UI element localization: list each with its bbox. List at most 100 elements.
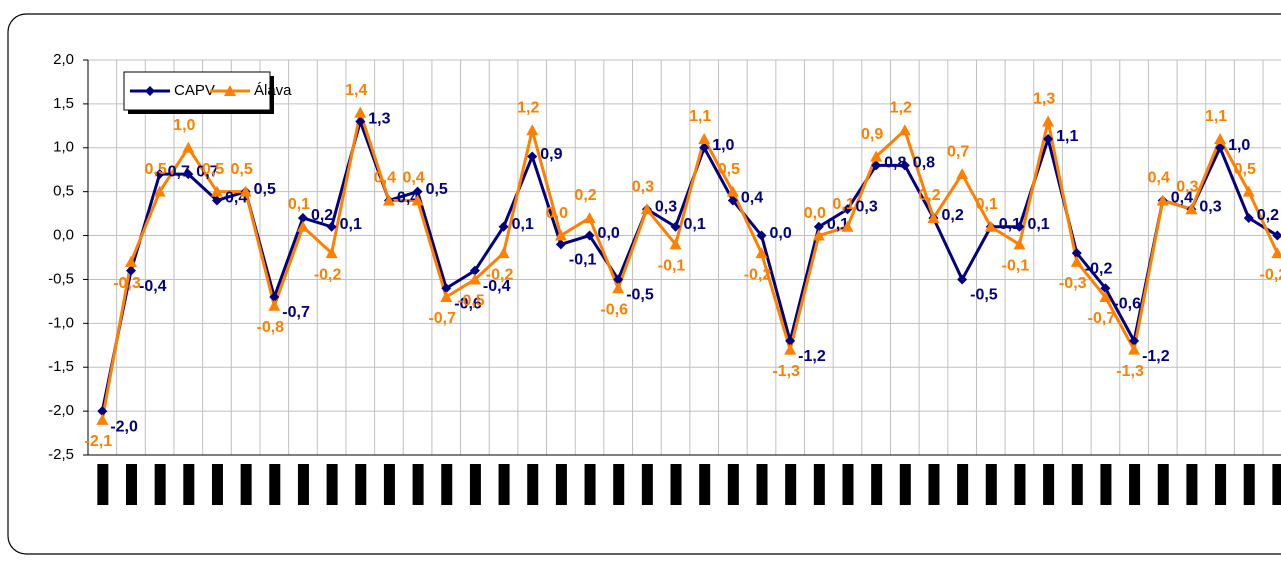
x-tick-label-block xyxy=(441,464,453,505)
marker xyxy=(755,247,768,259)
marker xyxy=(527,151,538,162)
marker xyxy=(412,186,423,197)
marker xyxy=(613,274,624,285)
value-label: 0,1 xyxy=(976,196,998,213)
value-label: 0,5 xyxy=(254,181,276,198)
marker xyxy=(1271,247,1281,259)
x-tick-label-block xyxy=(240,464,252,505)
marker xyxy=(1043,134,1054,144)
value-label: 1,2 xyxy=(517,99,539,116)
marker xyxy=(1070,255,1083,267)
x-tick-label-block xyxy=(555,464,567,505)
value-label: 0,1 xyxy=(512,216,534,233)
value-label: -0,4 xyxy=(139,278,167,295)
value-label: -1,3 xyxy=(772,363,800,380)
y-tick-label: 1,0 xyxy=(53,139,74,156)
marker xyxy=(211,195,222,206)
x-tick-label-block xyxy=(97,464,109,505)
value-label: 0,1 xyxy=(1027,216,1049,233)
x-tick-label-block xyxy=(383,464,395,505)
value-label: -0,4 xyxy=(483,278,511,295)
marker xyxy=(726,185,739,197)
x-tick-label-block xyxy=(727,464,739,505)
value-label: 1,3 xyxy=(1033,91,1055,108)
marker xyxy=(554,229,567,241)
marker xyxy=(440,291,453,302)
x-tick-label-block xyxy=(985,464,997,505)
value-label: 0,1 xyxy=(832,196,854,213)
value-label: 0,0 xyxy=(598,225,620,242)
value-label: -0,1 xyxy=(569,252,597,269)
marker xyxy=(1100,283,1111,294)
marker xyxy=(871,160,882,171)
marker xyxy=(899,160,910,171)
marker xyxy=(239,185,252,197)
x-tick-label-block xyxy=(297,464,309,505)
value-label: -0,7 xyxy=(282,304,310,321)
marker xyxy=(842,204,853,215)
marker xyxy=(96,413,109,425)
marker xyxy=(1243,213,1254,223)
x-tick-label-block xyxy=(584,464,596,505)
marker xyxy=(583,212,596,223)
value-label: 0,5 xyxy=(1234,161,1256,178)
value-label: -1,2 xyxy=(798,348,826,365)
value-label: 0,8 xyxy=(913,155,935,172)
x-tick-label-block xyxy=(1014,464,1026,505)
y-tick-label: 2,0 xyxy=(53,51,74,68)
marker xyxy=(784,343,797,355)
marker xyxy=(1099,291,1112,302)
marker xyxy=(355,116,366,127)
marker xyxy=(1071,248,1082,259)
value-label: 0,3 xyxy=(1199,198,1221,215)
x-tick-label-block xyxy=(785,464,797,505)
value-label: -0,6 xyxy=(600,301,628,318)
value-label: 1,4 xyxy=(345,82,367,99)
x-tick-label-block xyxy=(756,464,768,505)
marker xyxy=(468,273,481,285)
marker xyxy=(441,283,452,294)
x-tick-label-block xyxy=(641,464,653,505)
value-label: 0,1 xyxy=(999,216,1021,233)
value-label: -0,2 xyxy=(1085,260,1113,277)
marker xyxy=(1014,221,1025,232)
marker xyxy=(698,133,711,144)
marker xyxy=(326,221,337,232)
marker xyxy=(469,265,480,276)
value-label: 0,7 xyxy=(196,163,218,180)
value-label: 0,9 xyxy=(861,126,883,143)
marker xyxy=(296,220,309,232)
marker xyxy=(125,265,136,276)
marker xyxy=(699,142,710,153)
marker xyxy=(1215,142,1226,153)
x-tick-label-block xyxy=(1272,464,1281,505)
value-label: 0,2 xyxy=(574,187,596,204)
y-tick-label: -2,5 xyxy=(48,446,74,463)
marker xyxy=(584,230,595,241)
marker xyxy=(870,150,883,162)
value-label: -0,7 xyxy=(1088,310,1116,327)
value-label: -0,3 xyxy=(1059,275,1087,292)
value-label: 1,1 xyxy=(1056,128,1078,145)
x-tick-label-block xyxy=(183,464,195,505)
value-label: 1,0 xyxy=(1228,137,1250,154)
marker xyxy=(183,169,194,180)
marker xyxy=(1214,133,1227,144)
marker xyxy=(497,247,510,259)
y-tick-label: 0,0 xyxy=(53,227,74,244)
x-tick-label-block xyxy=(469,464,481,505)
value-label: -0,5 xyxy=(626,287,654,304)
value-label: 0,2 xyxy=(918,187,940,204)
value-label: 0,5 xyxy=(145,161,167,178)
y-tick-label: -0,5 xyxy=(48,270,74,287)
x-tick-label-block xyxy=(527,464,539,505)
x-tick-label-block xyxy=(125,464,137,505)
y-tick-label: -2,0 xyxy=(48,402,74,419)
value-label: 0,5 xyxy=(426,181,448,198)
x-tick-label-block xyxy=(670,464,682,505)
marker xyxy=(670,221,681,232)
marker xyxy=(1242,185,1255,197)
marker xyxy=(957,274,968,285)
marker xyxy=(124,255,137,267)
series-line xyxy=(100,106,1279,421)
